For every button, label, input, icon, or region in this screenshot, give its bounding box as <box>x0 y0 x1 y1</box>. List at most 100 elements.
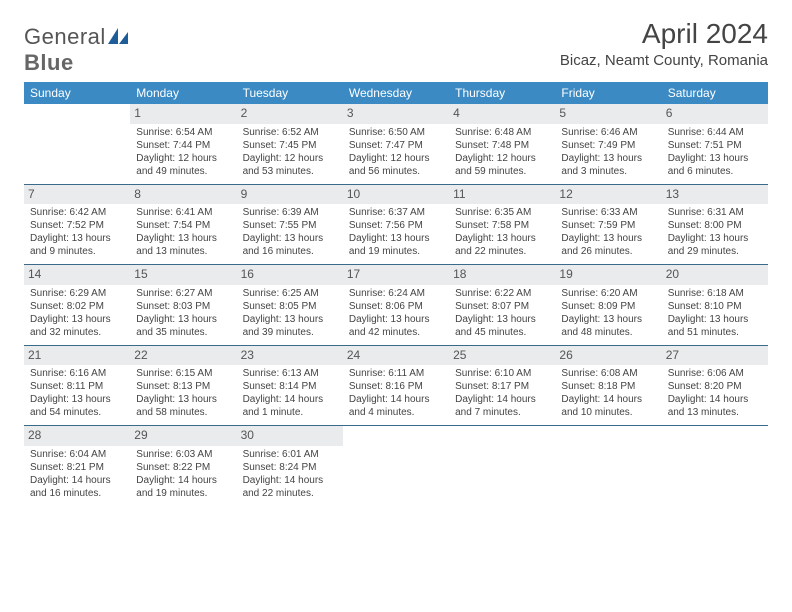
day-number: 17 <box>343 265 449 285</box>
calendar-cell: 25Sunrise: 6:10 AMSunset: 8:17 PMDayligh… <box>449 345 555 426</box>
sunrise-text: Sunrise: 6:37 AM <box>349 206 443 219</box>
calendar-cell: 22Sunrise: 6:15 AMSunset: 8:13 PMDayligh… <box>130 345 236 426</box>
daylight-text: and 56 minutes. <box>349 165 443 178</box>
sunset-text: Sunset: 7:49 PM <box>561 139 655 152</box>
sunrise-text: Sunrise: 6:03 AM <box>136 448 230 461</box>
daylight-text: Daylight: 14 hours <box>455 393 549 406</box>
day-number: 10 <box>343 185 449 205</box>
daylight-text: Daylight: 14 hours <box>30 474 124 487</box>
calendar-cell: 24Sunrise: 6:11 AMSunset: 8:16 PMDayligh… <box>343 345 449 426</box>
sunset-text: Sunset: 8:13 PM <box>136 380 230 393</box>
daylight-text: Daylight: 12 hours <box>349 152 443 165</box>
day-number: 16 <box>237 265 343 285</box>
daylight-text: Daylight: 14 hours <box>243 474 337 487</box>
day-number: 29 <box>130 426 236 446</box>
day-number: 3 <box>343 104 449 124</box>
sunrise-text: Sunrise: 6:29 AM <box>30 287 124 300</box>
daylight-text: Daylight: 13 hours <box>30 232 124 245</box>
calendar-cell: 4Sunrise: 6:48 AMSunset: 7:48 PMDaylight… <box>449 104 555 184</box>
calendar-week-row: 14Sunrise: 6:29 AMSunset: 8:02 PMDayligh… <box>24 265 768 346</box>
daylight-text: and 26 minutes. <box>561 245 655 258</box>
page-title: April 2024 <box>560 18 768 50</box>
daylight-text: Daylight: 13 hours <box>561 313 655 326</box>
daylight-text: and 54 minutes. <box>30 406 124 419</box>
daylight-text: and 42 minutes. <box>349 326 443 339</box>
calendar-cell: 2Sunrise: 6:52 AMSunset: 7:45 PMDaylight… <box>237 104 343 184</box>
daylight-text: Daylight: 13 hours <box>668 313 762 326</box>
daylight-text: Daylight: 14 hours <box>561 393 655 406</box>
day-number: 20 <box>662 265 768 285</box>
sunset-text: Sunset: 7:45 PM <box>243 139 337 152</box>
sunset-text: Sunset: 7:55 PM <box>243 219 337 232</box>
daylight-text: and 22 minutes. <box>243 487 337 500</box>
day-header: Friday <box>555 82 661 104</box>
calendar-cell <box>24 104 130 184</box>
calendar-cell: 28Sunrise: 6:04 AMSunset: 8:21 PMDayligh… <box>24 426 130 506</box>
calendar-cell: 13Sunrise: 6:31 AMSunset: 8:00 PMDayligh… <box>662 184 768 265</box>
daylight-text: Daylight: 14 hours <box>668 393 762 406</box>
daylight-text: and 58 minutes. <box>136 406 230 419</box>
title-block: April 2024 Bicaz, Neamt County, Romania <box>560 18 768 69</box>
calendar-week-row: 28Sunrise: 6:04 AMSunset: 8:21 PMDayligh… <box>24 426 768 506</box>
sunrise-text: Sunrise: 6:15 AM <box>136 367 230 380</box>
daylight-text: Daylight: 14 hours <box>243 393 337 406</box>
day-number: 22 <box>130 346 236 366</box>
daylight-text: and 16 minutes. <box>30 487 124 500</box>
calendar-cell: 11Sunrise: 6:35 AMSunset: 7:58 PMDayligh… <box>449 184 555 265</box>
calendar-cell: 30Sunrise: 6:01 AMSunset: 8:24 PMDayligh… <box>237 426 343 506</box>
sunrise-text: Sunrise: 6:27 AM <box>136 287 230 300</box>
daylight-text: and 49 minutes. <box>136 165 230 178</box>
daylight-text: Daylight: 14 hours <box>349 393 443 406</box>
sunrise-text: Sunrise: 6:46 AM <box>561 126 655 139</box>
sunrise-text: Sunrise: 6:06 AM <box>668 367 762 380</box>
day-number: 13 <box>662 185 768 205</box>
sunset-text: Sunset: 7:44 PM <box>136 139 230 152</box>
calendar-cell: 15Sunrise: 6:27 AMSunset: 8:03 PMDayligh… <box>130 265 236 346</box>
daylight-text: and 59 minutes. <box>455 165 549 178</box>
sunset-text: Sunset: 8:14 PM <box>243 380 337 393</box>
sunrise-text: Sunrise: 6:31 AM <box>668 206 762 219</box>
sunrise-text: Sunrise: 6:08 AM <box>561 367 655 380</box>
calendar-cell: 1Sunrise: 6:54 AMSunset: 7:44 PMDaylight… <box>130 104 236 184</box>
calendar-cell: 9Sunrise: 6:39 AMSunset: 7:55 PMDaylight… <box>237 184 343 265</box>
logo: General Blue <box>24 24 128 76</box>
sunset-text: Sunset: 8:02 PM <box>30 300 124 313</box>
sunrise-text: Sunrise: 6:04 AM <box>30 448 124 461</box>
calendar-cell <box>662 426 768 506</box>
day-number: 11 <box>449 185 555 205</box>
calendar-cell <box>449 426 555 506</box>
calendar-cell: 5Sunrise: 6:46 AMSunset: 7:49 PMDaylight… <box>555 104 661 184</box>
sunrise-text: Sunrise: 6:52 AM <box>243 126 337 139</box>
sunset-text: Sunset: 7:52 PM <box>30 219 124 232</box>
daylight-text: and 22 minutes. <box>455 245 549 258</box>
daylight-text: Daylight: 13 hours <box>243 313 337 326</box>
sunrise-text: Sunrise: 6:13 AM <box>243 367 337 380</box>
daylight-text: and 39 minutes. <box>243 326 337 339</box>
daylight-text: Daylight: 12 hours <box>136 152 230 165</box>
day-number: 24 <box>343 346 449 366</box>
sunrise-text: Sunrise: 6:39 AM <box>243 206 337 219</box>
daylight-text: Daylight: 12 hours <box>455 152 549 165</box>
sunrise-text: Sunrise: 6:11 AM <box>349 367 443 380</box>
daylight-text: Daylight: 13 hours <box>561 152 655 165</box>
day-number: 26 <box>555 346 661 366</box>
daylight-text: Daylight: 14 hours <box>136 474 230 487</box>
sunset-text: Sunset: 7:51 PM <box>668 139 762 152</box>
sunrise-text: Sunrise: 6:50 AM <box>349 126 443 139</box>
sunrise-text: Sunrise: 6:41 AM <box>136 206 230 219</box>
calendar-cell: 18Sunrise: 6:22 AMSunset: 8:07 PMDayligh… <box>449 265 555 346</box>
daylight-text: and 6 minutes. <box>668 165 762 178</box>
calendar-cell: 6Sunrise: 6:44 AMSunset: 7:51 PMDaylight… <box>662 104 768 184</box>
sunset-text: Sunset: 7:54 PM <box>136 219 230 232</box>
calendar-cell: 10Sunrise: 6:37 AMSunset: 7:56 PMDayligh… <box>343 184 449 265</box>
calendar-cell: 17Sunrise: 6:24 AMSunset: 8:06 PMDayligh… <box>343 265 449 346</box>
sunrise-text: Sunrise: 6:16 AM <box>30 367 124 380</box>
day-header: Wednesday <box>343 82 449 104</box>
daylight-text: and 13 minutes. <box>668 406 762 419</box>
sunrise-text: Sunrise: 6:42 AM <box>30 206 124 219</box>
calendar-cell: 23Sunrise: 6:13 AMSunset: 8:14 PMDayligh… <box>237 345 343 426</box>
calendar-cell: 8Sunrise: 6:41 AMSunset: 7:54 PMDaylight… <box>130 184 236 265</box>
calendar-cell: 19Sunrise: 6:20 AMSunset: 8:09 PMDayligh… <box>555 265 661 346</box>
day-number: 7 <box>24 185 130 205</box>
sunset-text: Sunset: 8:05 PM <box>243 300 337 313</box>
